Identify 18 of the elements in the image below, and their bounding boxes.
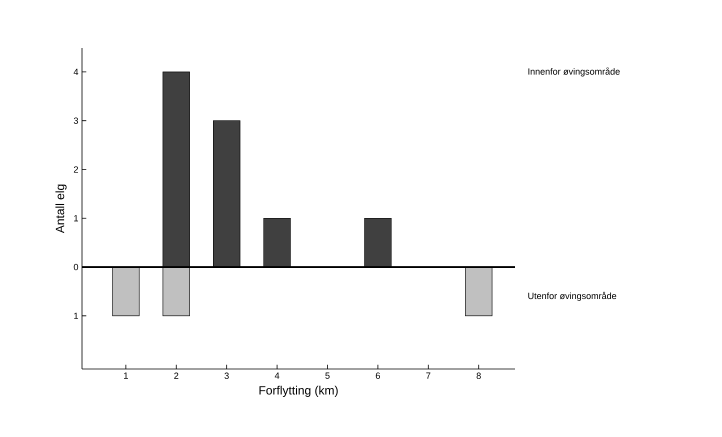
x-tick-label: 8 xyxy=(476,372,481,379)
x-tick-label: 2 xyxy=(174,372,178,379)
x-tick-label: 6 xyxy=(376,372,380,379)
y-tick-label: 4 xyxy=(74,68,78,75)
text: Utenfor øvingsområde xyxy=(528,292,616,301)
y-tick-label: 0 xyxy=(74,264,78,270)
x-tick-label: 1 xyxy=(124,372,128,379)
y-tick-label: 1 xyxy=(74,312,78,319)
y-axis-title: Antall elg xyxy=(55,184,67,234)
y-tick-label: 2 xyxy=(74,166,78,173)
x-tick-label: 4 xyxy=(274,372,280,379)
y-tick-label: 1 xyxy=(74,215,78,222)
x-tick-label: 3 xyxy=(224,372,229,379)
text: Innenfor øvingsområde xyxy=(528,67,620,76)
x-tick-label: 5 xyxy=(325,372,330,379)
x-axis-title: Forflytting (km) xyxy=(259,386,338,397)
y-tick-label: 3 xyxy=(74,118,78,124)
x-tick-label: 7 xyxy=(426,372,430,379)
